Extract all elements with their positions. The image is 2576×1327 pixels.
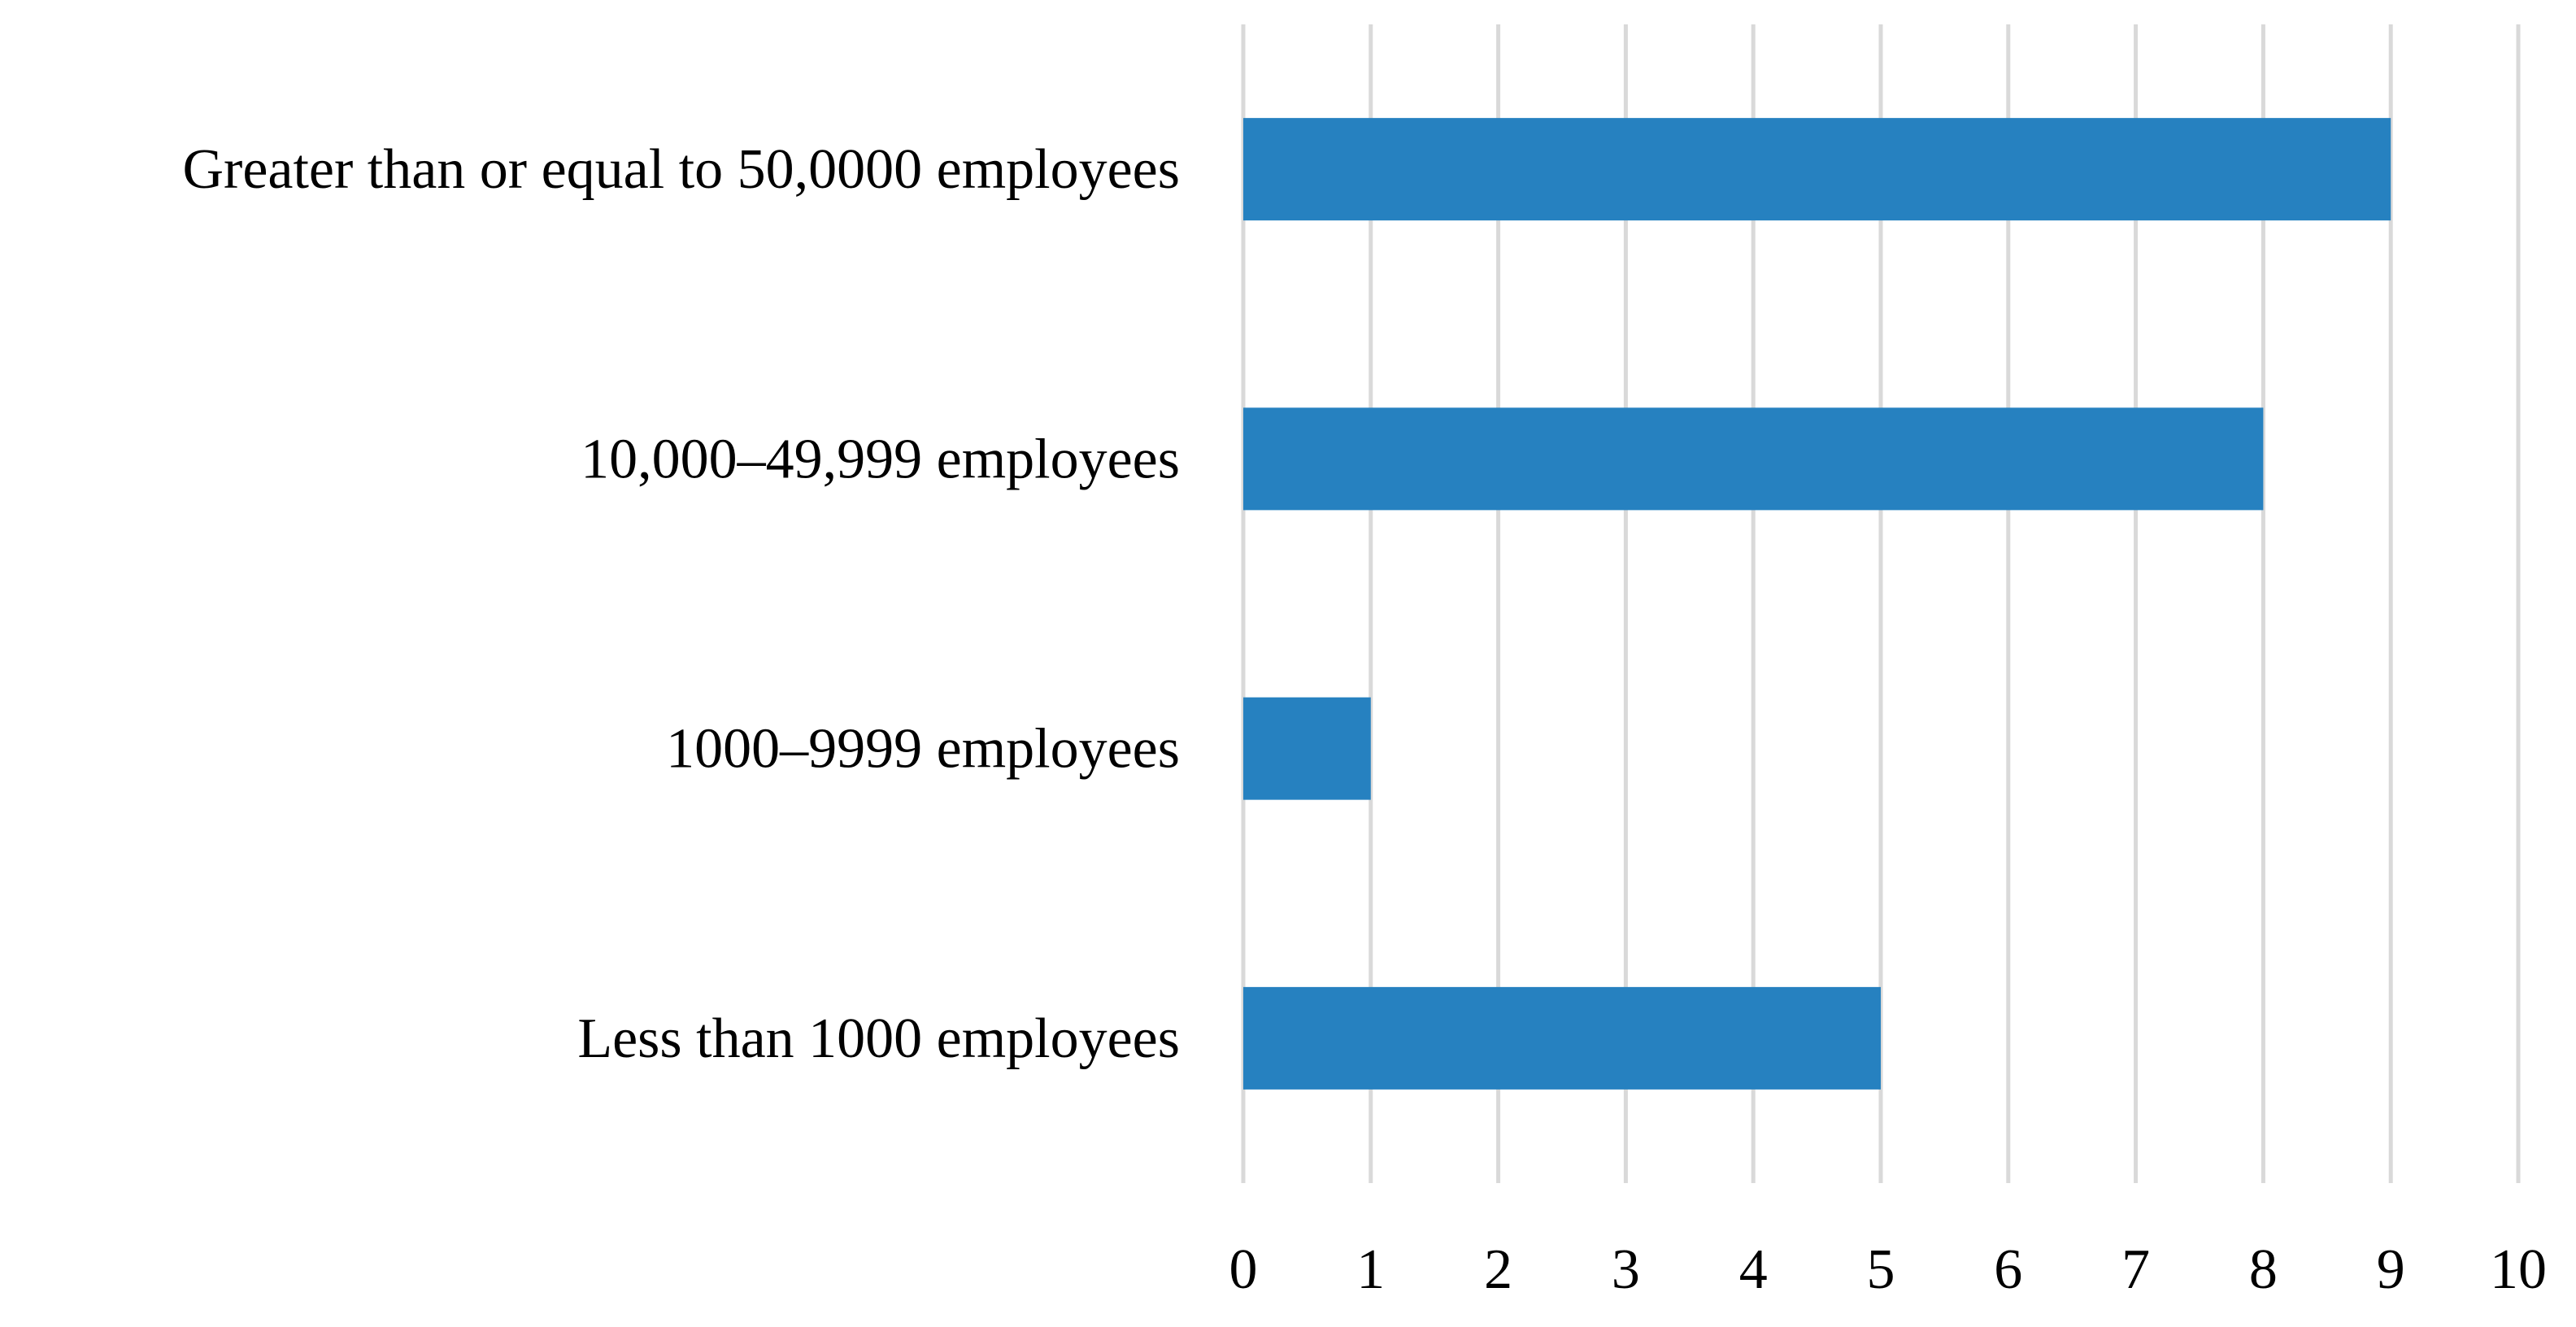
category-labels: Greater than or equal to 50,0000 employe…: [182, 138, 1180, 1070]
category-label: 1000–9999 employees: [666, 718, 1180, 781]
x-tick-label: 4: [1739, 1238, 1768, 1301]
category-label: Less than 1000 employees: [577, 1007, 1180, 1070]
bar-1: [1243, 407, 2264, 511]
bars: [1243, 118, 2391, 1090]
x-tick-label: 6: [1994, 1238, 2022, 1301]
x-tick-label: 9: [2377, 1238, 2405, 1301]
x-tick-label: 7: [2121, 1238, 2150, 1301]
x-tick-label: 5: [1867, 1238, 1895, 1301]
x-tick-label: 10: [2490, 1238, 2547, 1301]
category-label: 10,000–49,999 employees: [581, 428, 1180, 490]
bar-3: [1243, 986, 1881, 1090]
bar-0: [1243, 118, 2391, 221]
x-tick-labels: 0 1 2 3 4 5 6 7 8 9 10: [1229, 1238, 2548, 1301]
x-tick-label: 1: [1356, 1238, 1385, 1301]
bar-2: [1243, 697, 1371, 800]
x-tick-label: 3: [1612, 1238, 1640, 1301]
x-tick-label: 8: [2249, 1238, 2278, 1301]
x-tick-label: 0: [1229, 1238, 1258, 1301]
x-tick-label: 2: [1484, 1238, 1512, 1301]
category-label: Greater than or equal to 50,0000 employe…: [182, 138, 1180, 201]
